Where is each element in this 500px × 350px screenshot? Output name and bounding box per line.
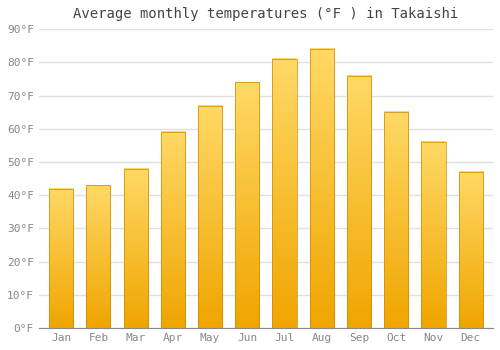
Bar — [347, 76, 371, 328]
Bar — [272, 59, 296, 328]
Bar — [384, 112, 408, 328]
Bar — [49, 189, 73, 328]
Bar — [124, 169, 148, 328]
Bar — [458, 172, 483, 328]
Title: Average monthly temperatures (°F ) in Takaishi: Average monthly temperatures (°F ) in Ta… — [74, 7, 458, 21]
Bar — [198, 105, 222, 328]
Bar — [235, 82, 260, 328]
Bar — [86, 185, 110, 328]
Bar — [160, 132, 185, 328]
Bar — [422, 142, 446, 328]
Bar — [310, 49, 334, 328]
